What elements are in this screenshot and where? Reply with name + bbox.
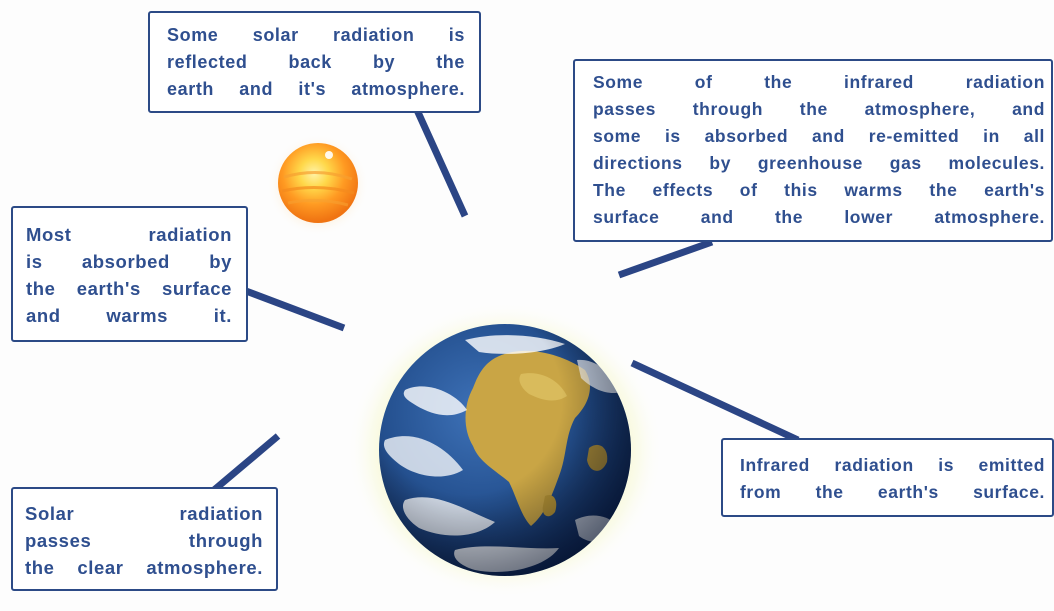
callout-reflected-radiation: Some solar radiation is reflected back b… bbox=[148, 11, 481, 113]
callout-infrared-greenhouse: Some of the infrared radiation passes th… bbox=[573, 59, 1053, 242]
callout-line: from the earth's surface. bbox=[740, 482, 1045, 502]
callout-line: directions by greenhouse gas molecules. bbox=[593, 153, 1045, 173]
earth-icon bbox=[347, 302, 663, 598]
callout-line: Most radiation bbox=[26, 224, 232, 245]
callout-line: Some solar radiation is bbox=[167, 25, 465, 45]
callout-line: surface and the lower atmosphere. bbox=[593, 207, 1045, 227]
connector-passes bbox=[211, 433, 281, 493]
sun-icon bbox=[267, 134, 369, 236]
callout-line: is absorbed by bbox=[26, 251, 232, 272]
callout-line: Solar radiation bbox=[25, 503, 263, 524]
callout-line: reflected back by the bbox=[167, 52, 465, 72]
callout-line: The effects of this warms the earth's bbox=[593, 180, 1045, 200]
callout-line: passes through the atmosphere, and bbox=[593, 99, 1045, 119]
callout-line: and warms it. bbox=[26, 305, 232, 326]
callout-line: Infrared radiation is emitted bbox=[740, 455, 1045, 475]
callout-line: some is absorbed and re-emitted in all bbox=[593, 126, 1045, 146]
callout-line: passes through bbox=[25, 530, 263, 551]
callout-absorbed-radiation: Most radiation is absorbed by the earth'… bbox=[11, 206, 248, 342]
callout-line: the earth's surface bbox=[26, 278, 232, 299]
callout-solar-passes: Solar radiation passes through the clear… bbox=[11, 487, 278, 591]
callout-infrared-emitted: Infrared radiation is emitted from the e… bbox=[721, 438, 1054, 517]
callout-line: Some of the infrared radiation bbox=[593, 72, 1045, 92]
connector-infrared-greenhouse bbox=[617, 238, 714, 279]
connector-absorbed bbox=[244, 287, 346, 332]
callout-line: the clear atmosphere. bbox=[25, 557, 263, 578]
connector-infrared-emitted bbox=[630, 359, 800, 444]
callout-line: earth and it's atmosphere. bbox=[167, 79, 465, 99]
connector-reflected bbox=[413, 108, 469, 218]
